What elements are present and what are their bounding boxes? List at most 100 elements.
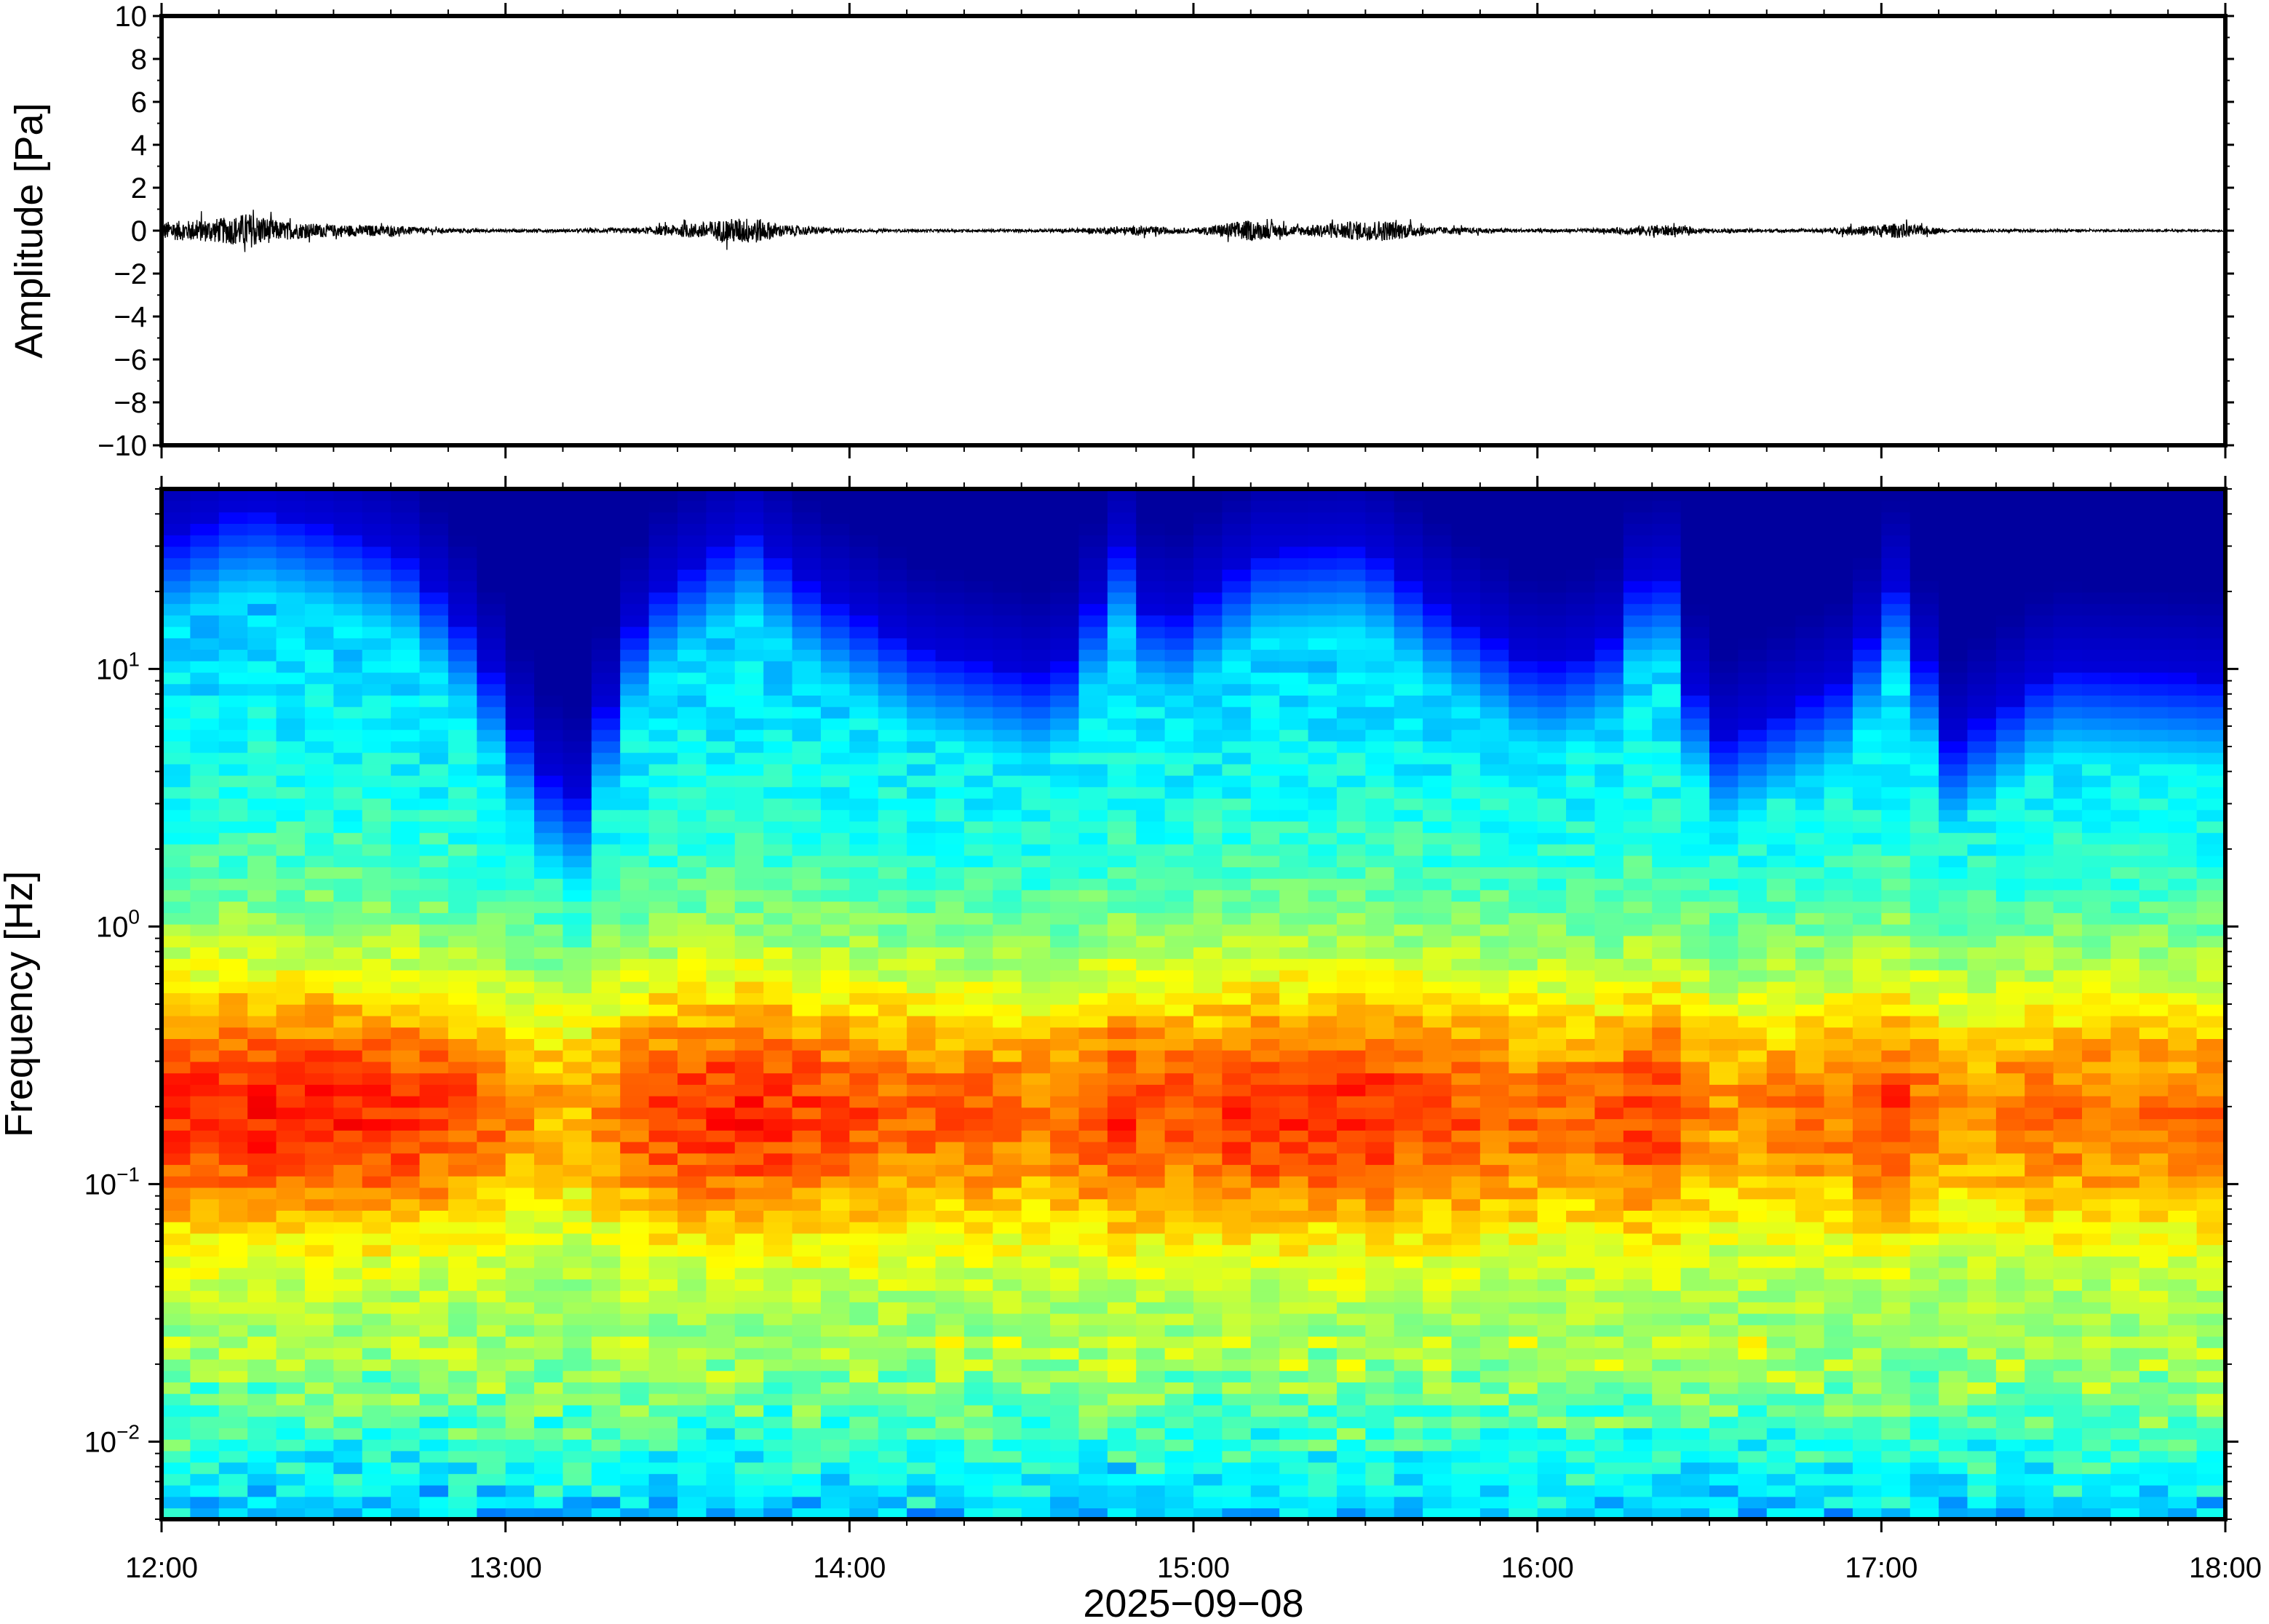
spectrogram-cell: [1623, 1107, 1653, 1120]
spectrogram-cell: [563, 580, 592, 593]
spectrogram-cell: [505, 592, 535, 605]
spectrogram-cell: [162, 489, 191, 501]
spectrogram-cell: [477, 1348, 506, 1360]
spectrogram-cell: [333, 809, 363, 822]
spectrogram-cell: [1136, 1221, 1166, 1234]
spectrogram-cell: [448, 1484, 478, 1497]
spectrogram-cell: [448, 500, 478, 513]
spectrogram-cell: [304, 969, 335, 982]
spectrogram-cell: [362, 615, 392, 627]
spectrogram-cell: [1250, 855, 1280, 867]
spectrogram-cell: [1136, 1473, 1166, 1486]
spectrogram-cell: [763, 855, 793, 867]
spectrogram-cell: [1537, 1484, 1567, 1497]
spectrogram-cell: [878, 1210, 907, 1222]
spectrogram-cell: [190, 695, 220, 707]
spectrogram-cell: [1423, 797, 1453, 811]
spectrogram-cell: [1250, 1198, 1280, 1211]
spectrogram-cell: [591, 1267, 621, 1280]
spectrogram-cell: [907, 1278, 937, 1291]
spectrogram-cell: [477, 1450, 506, 1463]
spectrogram-cell: [1136, 1164, 1166, 1177]
spectrogram-cell: [878, 832, 907, 845]
spectrogram-cell: [1423, 889, 1453, 902]
spectrogram-cell: [1250, 637, 1280, 650]
spectrogram-cell: [706, 1095, 736, 1108]
spectrogram-cell: [849, 889, 879, 902]
spectrogram-cell: [1451, 1267, 1481, 1280]
spectrogram-cell: [878, 580, 907, 593]
spectrogram-cell: [706, 626, 736, 639]
spectrogram-cell: [1136, 1095, 1166, 1108]
spectrogram-cell: [1308, 717, 1338, 731]
spectrogram-cell: [1222, 1004, 1252, 1016]
spectrogram-cell: [1021, 1153, 1051, 1166]
spectrogram-cell: [448, 1061, 478, 1074]
spectrogram-cell: [1537, 1462, 1567, 1474]
spectrogram-cell: [362, 855, 392, 867]
spectrogram-cell: [1566, 1358, 1596, 1372]
spectrogram-cell: [162, 683, 191, 696]
spectrogram-cell: [1451, 1015, 1481, 1028]
spectrogram-cell: [993, 1049, 1022, 1062]
spectrogram-cell: [534, 523, 564, 536]
spectrogram-cell: [1451, 1450, 1481, 1463]
spectrogram-cell: [620, 1244, 650, 1257]
spectrogram-cell: [591, 1438, 621, 1452]
spectrogram-cell: [993, 1404, 1022, 1417]
spectrogram-cell: [849, 615, 879, 627]
spectrogram-cell: [1479, 1176, 1510, 1188]
spectrogram-cell: [477, 1027, 506, 1039]
spectrogram-cell: [677, 1473, 707, 1486]
spectrogram-cell: [1021, 1438, 1051, 1452]
spectrogram-cell: [620, 1358, 650, 1372]
spectrogram-cell: [1537, 1370, 1567, 1382]
spectrogram-cell: [849, 1164, 879, 1177]
spectrogram-cell: [477, 1484, 506, 1497]
spectrogram-cell: [1279, 1336, 1309, 1348]
spectrogram-cell: [1566, 1004, 1596, 1016]
spectrogram-cell: [1164, 992, 1194, 1005]
spectrogram-cell: [190, 1428, 220, 1440]
spectrogram-cell: [1509, 1198, 1538, 1211]
spectrogram-cell: [1308, 1473, 1338, 1486]
spectrogram-cell: [534, 969, 564, 982]
spectrogram-cell: [304, 775, 335, 787]
spectrogram-cell: [1250, 1141, 1280, 1154]
spectrogram-cell: [333, 534, 363, 547]
spectrogram-cell: [247, 763, 277, 776]
spectrogram-cell: [907, 1496, 937, 1509]
spectrogram-cell: [849, 1072, 879, 1085]
spectrogram-cell: [1164, 889, 1194, 902]
spectrogram-cell: [1623, 512, 1653, 524]
spectrogram-cell: [1222, 947, 1252, 959]
spectrogram-cell: [1222, 855, 1252, 867]
spectrogram-cell: [218, 1244, 248, 1257]
spectrogram-cell: [1021, 1508, 1051, 1520]
spectrogram-cell: [1652, 592, 1682, 605]
spectrogram-cell: [1107, 797, 1137, 811]
spectrogram-cell: [162, 557, 191, 570]
spectrogram-cell: [1451, 1072, 1481, 1085]
spectrogram-cell: [391, 787, 421, 799]
spectrogram-cell: [1394, 958, 1423, 971]
spectrogram-cell: [763, 1118, 793, 1131]
spectrogram-cell: [1594, 1244, 1624, 1257]
spectrogram-cell: [333, 889, 363, 902]
spectrogram-cell: [276, 1095, 306, 1108]
spectrogram-cell: [1479, 1267, 1510, 1280]
spectrogram-cell: [1308, 1095, 1338, 1108]
spectrogram-cell: [1279, 1049, 1309, 1062]
spectrogram-cell: [907, 580, 937, 593]
spectrogram-cell: [878, 1416, 907, 1428]
spectrogram-cell: [935, 935, 965, 948]
spectrogram-cell: [162, 717, 191, 731]
spectrogram-cell: [878, 1462, 907, 1474]
spectrogram-cell: [1078, 1473, 1108, 1486]
spectrogram-cell: [1365, 1130, 1395, 1142]
spectrogram-cell: [276, 1438, 306, 1452]
spectrogram-cell: [677, 1336, 707, 1348]
spectrogram-cell: [1336, 1118, 1367, 1131]
spectrogram-cell: [304, 729, 335, 741]
spectrogram-cell: [1594, 1473, 1624, 1486]
